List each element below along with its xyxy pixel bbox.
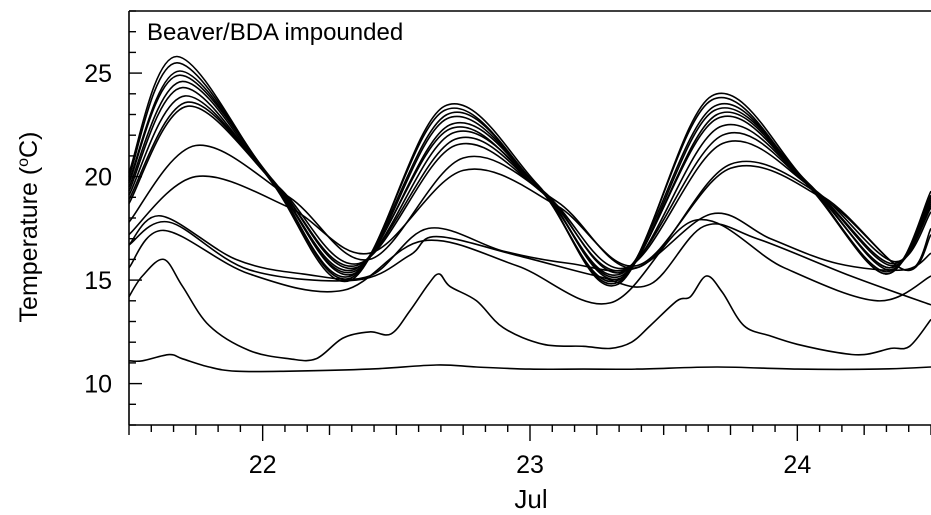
x-tick-label: 24 [783,451,811,479]
series-layer [128,55,931,373]
y-tick-label: 15 [84,267,112,295]
series-line-14 [128,218,931,305]
x-tick-label: 22 [249,451,277,479]
y-axis-label: Temperature (oC) [15,132,43,323]
series-line-11 [128,164,931,271]
y-tick-label: 10 [84,371,112,399]
y-axis-label-superscript: o [15,158,32,167]
x-tick-label: 23 [516,451,544,479]
y-tick-label: 20 [84,164,112,192]
series-line-16 [128,353,931,373]
series-line-12 [128,212,931,281]
series-line-13 [128,220,931,306]
series-line-2 [128,61,931,285]
series-line-15 [128,258,931,362]
axes-layer: 10 15 20 25 22 23 24 [84,10,931,479]
y-axis-label-after: C) [15,132,43,158]
y-tick-label: 25 [84,60,112,88]
series-line-9 [128,105,931,270]
series-line-10 [128,144,931,271]
x-axis-label: Jul [514,484,547,514]
chart-title: Beaver/BDA impounded [147,19,403,46]
y-axis-label-before: Temperature ( [15,166,43,322]
series-line-1 [128,55,931,287]
